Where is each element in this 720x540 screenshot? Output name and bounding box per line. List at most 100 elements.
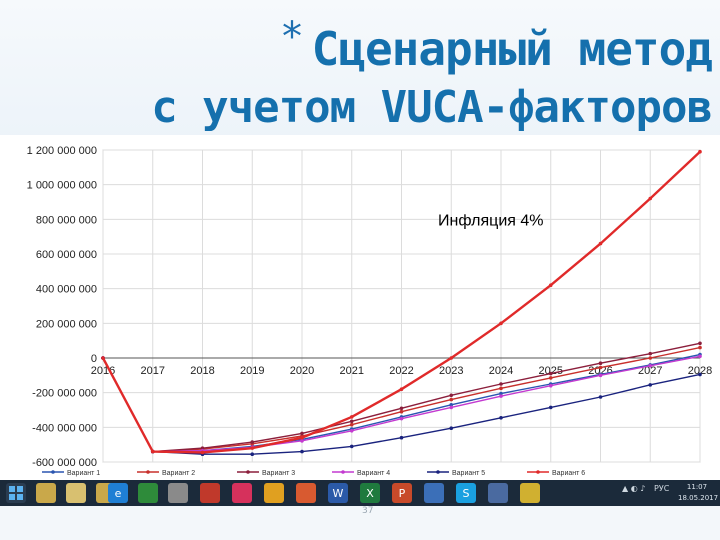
data-point <box>648 196 653 201</box>
chart-annotation: Инфляция 4% <box>438 212 543 229</box>
data-point <box>399 416 404 421</box>
x-tick-label: 2025 <box>539 365 563 377</box>
data-point <box>200 446 205 450</box>
data-point <box>648 383 653 387</box>
data-point <box>698 149 702 154</box>
y-tick-label: -600 000 000 <box>32 457 97 469</box>
word-icon[interactable]: W <box>328 483 348 503</box>
app-icon[interactable] <box>168 483 188 503</box>
data-point <box>349 444 354 449</box>
presentation-icon[interactable] <box>296 483 316 503</box>
data-point <box>349 429 354 433</box>
title-bullet-star: * <box>282 14 302 60</box>
data-point <box>499 382 503 386</box>
data-point <box>300 435 304 440</box>
data-point <box>300 431 304 436</box>
x-tick-label: 2027 <box>638 365 662 377</box>
media-icon[interactable] <box>200 483 220 503</box>
data-point <box>300 439 304 443</box>
data-point <box>349 422 354 427</box>
x-tick-label: 2021 <box>340 365 364 377</box>
page-number: 37 <box>362 506 374 516</box>
data-point <box>349 415 354 419</box>
internet-explorer-icon[interactable]: e <box>108 483 128 503</box>
data-point <box>101 356 105 360</box>
data-point <box>499 391 503 396</box>
chart-container: 1 200 000 000 1 000 000 000 800 000 000 600… <box>0 135 720 480</box>
line-chart: 1 200 000 000 1 000 000 000 800 000 000 600… <box>27 145 713 477</box>
data-point <box>250 446 255 450</box>
x-tick-label: 2023 <box>439 365 463 377</box>
title-line-2: с учетом VUCA-факторов <box>151 82 713 133</box>
legend-marker <box>436 470 440 474</box>
lightbulb-icon[interactable] <box>520 483 540 503</box>
file-explorer-icon[interactable] <box>36 483 56 503</box>
data-point <box>698 345 702 350</box>
legend-label: Вариант 3 <box>262 470 295 477</box>
data-point <box>648 356 653 360</box>
y-tick-label: 200 000 000 <box>36 318 97 330</box>
data-point <box>349 419 354 424</box>
legend-marker <box>536 470 540 474</box>
y-tick-label: -400 000 000 <box>32 422 97 434</box>
data-point <box>548 383 553 388</box>
powerpoint-icon[interactable]: P <box>392 483 412 503</box>
legend-label: Вариант 5 <box>452 470 485 477</box>
legend-marker <box>146 470 150 474</box>
legend-marker <box>341 470 345 474</box>
x-tick-label: 2017 <box>141 365 165 377</box>
store-icon[interactable] <box>138 483 158 503</box>
data-point <box>449 356 454 360</box>
taskbar: e W X P S ▲ ◐ ♪ РУС 11:07 18.05.2017 <box>0 480 720 506</box>
data-point <box>598 361 603 365</box>
x-tick-label: 2019 <box>240 365 264 377</box>
folder-icon[interactable] <box>66 483 86 503</box>
data-point <box>399 387 404 391</box>
data-point <box>250 440 255 444</box>
clock-date: 18.05.2017 <box>678 494 719 502</box>
data-point <box>499 386 503 391</box>
y-tick-label: 800 000 000 <box>36 214 97 226</box>
data-point <box>449 393 454 398</box>
data-point <box>598 241 603 246</box>
data-point <box>648 351 653 356</box>
data-point <box>449 403 454 407</box>
data-point <box>698 341 702 346</box>
language-indicator[interactable]: РУС <box>654 484 670 493</box>
data-point <box>548 405 553 410</box>
settings-icon[interactable] <box>488 483 508 503</box>
player-icon[interactable] <box>232 483 252 503</box>
data-point <box>499 321 503 326</box>
data-point <box>598 395 603 399</box>
clock[interactable]: 11:07 18.05.2017 <box>678 482 719 504</box>
data-point <box>648 364 653 368</box>
tray-icons[interactable]: ▲ ◐ ♪ <box>622 484 646 493</box>
slide-footer: 37 <box>0 506 720 540</box>
legend-label: Вариант 6 <box>552 470 585 477</box>
data-point <box>399 409 404 414</box>
legend-label: Вариант 4 <box>357 470 390 477</box>
clock-time: 11:07 <box>686 483 708 491</box>
archive-icon[interactable] <box>264 483 284 503</box>
legend-label: Вариант 1 <box>67 470 100 477</box>
title-line-1: Сценарный метод <box>311 22 713 76</box>
x-tick-label: 2024 <box>489 365 513 377</box>
x-tick-label: 2028 <box>688 365 712 377</box>
data-point <box>200 450 205 455</box>
excel-icon[interactable]: X <box>360 483 380 503</box>
y-tick-label: 600 000 000 <box>36 249 97 261</box>
y-tick-label: 400 000 000 <box>36 284 97 296</box>
windows-start-icon[interactable] <box>6 483 26 503</box>
x-tick-label: 2022 <box>389 365 413 377</box>
audio-icon[interactable] <box>424 483 444 503</box>
data-point <box>250 452 255 457</box>
legend-marker <box>246 470 250 474</box>
legend-label: Вариант 2 <box>162 470 195 477</box>
data-point <box>698 354 702 359</box>
data-point <box>150 449 155 454</box>
skype-icon[interactable]: S <box>456 483 476 503</box>
data-point <box>548 283 553 287</box>
data-point <box>449 405 454 410</box>
legend-marker <box>51 470 55 474</box>
data-point <box>598 365 603 370</box>
